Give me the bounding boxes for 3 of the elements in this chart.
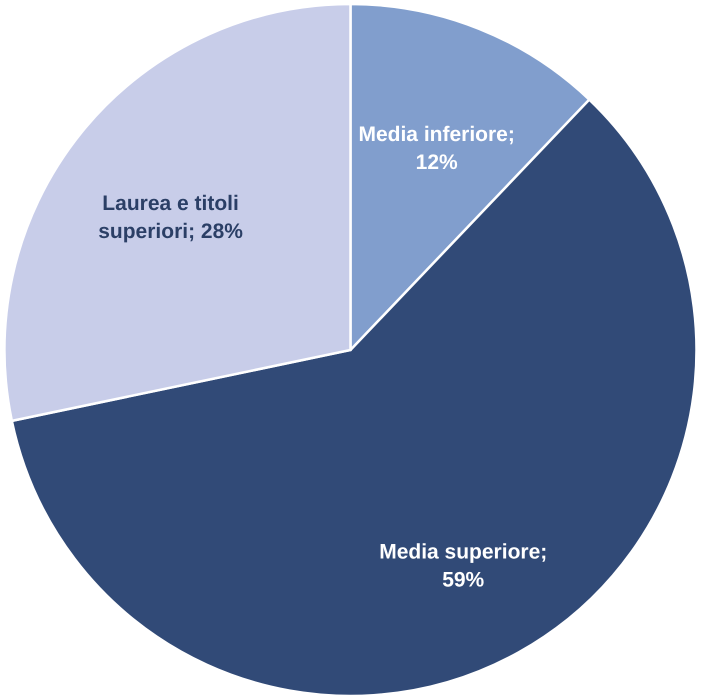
slice-label: Laurea e titoli superiori; 28%: [98, 192, 244, 243]
slice-label: Media inferiore; 12%: [358, 122, 515, 174]
slice-label: Media superiore; 59%: [379, 540, 548, 592]
